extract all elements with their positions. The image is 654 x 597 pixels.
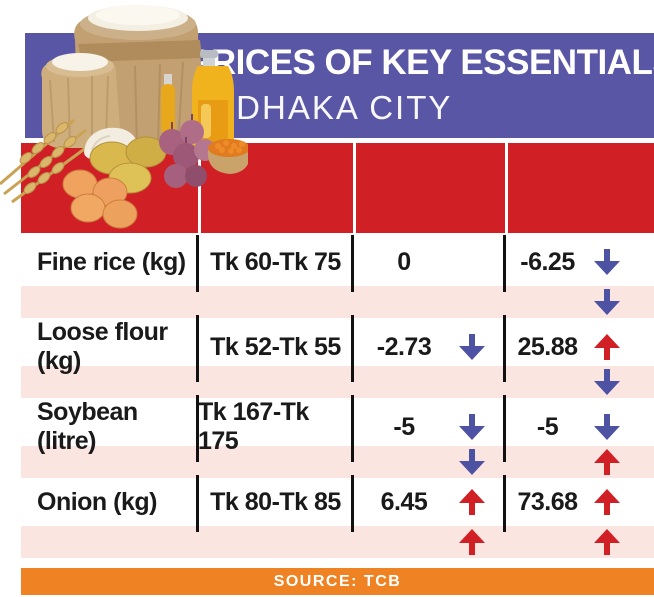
- item-cell: Onion (kg): [37, 487, 157, 516]
- egg-illustration: [62, 169, 138, 229]
- price-cell: Tk 167-Tk 175: [196, 395, 353, 462]
- change2-value: -5: [536, 412, 559, 441]
- table-row: Onion (kg) Tk 80-Tk 85 6.45 73.68: [21, 475, 654, 532]
- page-subtitle: IN DHAKA CITY: [188, 89, 453, 126]
- item-cell: Soybean (litre): [37, 398, 138, 455]
- change1-cell: 6.45: [351, 475, 505, 532]
- change2-cell: 25.88: [503, 315, 654, 382]
- page-title: PRICES OF KEY ESSENTIALS: [188, 43, 654, 82]
- change1-cell: 0: [351, 235, 505, 292]
- header-cell-change1: [353, 143, 505, 233]
- spacer-row: [21, 446, 654, 478]
- spacer-row: [21, 366, 654, 398]
- trend-arrow-icon: [459, 333, 485, 361]
- food-photo-collage: [0, 5, 248, 229]
- change2-cell: 73.68: [503, 475, 654, 532]
- change1-cell: -2.73: [351, 315, 505, 382]
- price-cell: Tk 52-Tk 55: [196, 315, 353, 382]
- table-row: Soybean (litre) Tk 167-Tk 175 -5 -5: [21, 395, 654, 462]
- oil-bottle-illustration: [161, 50, 234, 150]
- change1-value: 6.45: [380, 487, 428, 516]
- header-cell-change2: [505, 143, 654, 233]
- item-cell: Loose flour (kg): [37, 318, 168, 375]
- change1-value: -5: [393, 412, 415, 441]
- price-cell: Tk 80-Tk 85: [196, 475, 353, 532]
- trend-arrow-icon: [459, 448, 485, 476]
- change2-value: 25.88: [517, 332, 578, 361]
- trend-arrow-icon: [459, 528, 485, 556]
- source-bar: SOURCE: TCB: [21, 568, 654, 595]
- source-text: SOURCE: TCB: [273, 572, 402, 590]
- table-row: Fine rice (kg) Tk 60-Tk 75 0 -6.25: [21, 235, 654, 292]
- trend-arrow-icon: [459, 488, 485, 516]
- trend-arrow-icon: [594, 528, 620, 556]
- change2-cell: -6.25: [503, 235, 654, 292]
- change1-value: 0: [397, 247, 411, 276]
- trend-arrow-icon: [594, 488, 620, 516]
- trend-arrow-icon: [594, 413, 620, 441]
- title-block: PRICES OF KEY ESSENTIALS IN DHAKA CITY: [188, 40, 654, 130]
- item-cell: Fine rice (kg): [37, 247, 186, 276]
- lentils-illustration: [207, 139, 248, 174]
- price-table: Fine rice (kg) Tk 60-Tk 75 0 -6.25 Loose…: [21, 235, 654, 558]
- spacer-row: [21, 286, 654, 318]
- trend-arrow-icon: [594, 448, 620, 476]
- wheat-illustration: [0, 118, 95, 204]
- header-cell-price: [198, 143, 353, 233]
- trend-arrow-icon: [594, 333, 620, 361]
- change2-value: -6.25: [520, 247, 575, 276]
- spacer-row: [21, 526, 654, 558]
- change1-value: -2.73: [376, 332, 432, 361]
- trend-arrow-icon: [594, 248, 620, 276]
- trend-arrow-icon: [459, 413, 485, 441]
- change2-cell: -5: [503, 395, 654, 462]
- table-row: Loose flour (kg) Tk 52-Tk 55 -2.73 25.88: [21, 315, 654, 382]
- change1-cell: -5: [351, 395, 505, 462]
- change2-value: 73.68: [517, 487, 578, 516]
- trend-arrow-icon: [594, 368, 620, 396]
- trend-arrow-icon: [594, 288, 620, 316]
- price-cell: Tk 60-Tk 75: [196, 235, 353, 292]
